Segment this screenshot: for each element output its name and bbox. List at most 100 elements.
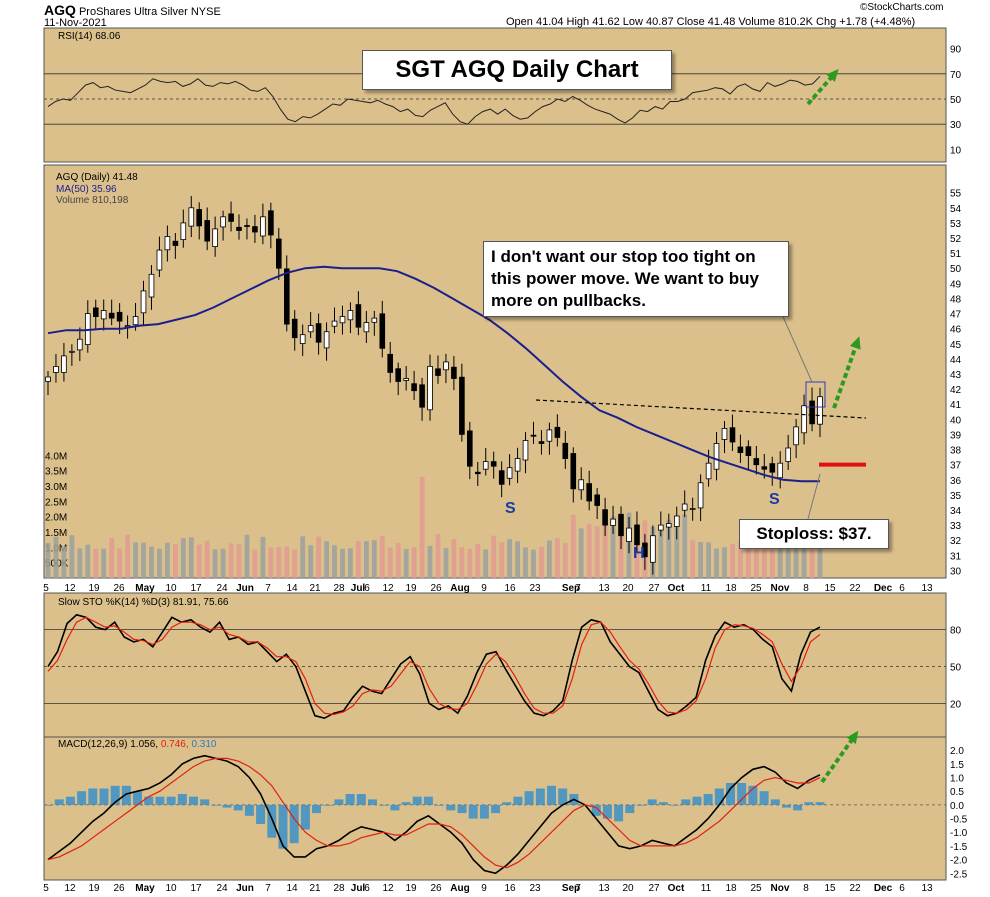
candle-body [124, 325, 131, 328]
candle-body [148, 273, 155, 298]
price-x-tick-label: 27 [648, 583, 660, 594]
volume-bar [817, 535, 823, 578]
macd-histogram-bar [312, 804, 321, 814]
macd-histogram-bar [356, 794, 366, 805]
candle-body [658, 524, 664, 531]
macd-tick-label: 0.0 [950, 801, 964, 812]
price-tick-label: 30 [950, 566, 962, 577]
candle-body [156, 249, 163, 271]
macd-x-tick-label: 14 [286, 883, 298, 894]
volume-bar [746, 536, 751, 578]
price-x-tick-label: 14 [286, 583, 298, 594]
macd-x-tick-label: 19 [405, 883, 417, 894]
macd-histogram-bar [233, 804, 243, 811]
price-x-tick-label: 6 [364, 583, 370, 594]
volume-bar [491, 535, 497, 578]
macd-x-tick-label: 13 [921, 883, 933, 894]
volume-bar [77, 548, 83, 578]
volume-bar [236, 544, 242, 578]
volume-bar [387, 547, 393, 578]
exchange: NYSE [190, 6, 221, 18]
candle-body [116, 311, 123, 322]
macd-arrow-shaft [820, 732, 858, 784]
volume-bar [610, 516, 616, 578]
macd-histogram-bar [759, 791, 769, 805]
volume-bar [348, 548, 353, 578]
candle-body [466, 430, 473, 467]
candle-body [801, 405, 807, 434]
macd-x-tick-label: 24 [216, 883, 228, 894]
macd-histogram-bar [435, 804, 445, 806]
candle-body [77, 338, 83, 351]
macd-x-tick-label: 27 [648, 883, 660, 894]
volume-bar [602, 525, 608, 578]
candle-body [705, 462, 712, 480]
rsi-line [47, 75, 821, 125]
macd-histogram-bar [737, 783, 747, 805]
candle-body [69, 350, 75, 353]
macd-histogram-bar [121, 785, 131, 805]
volume-bar [658, 528, 664, 578]
macd-histogram-bar [815, 802, 825, 805]
candle-body [594, 494, 600, 506]
volume-bar [101, 548, 107, 578]
volume-tick-label: 3.5M [45, 467, 67, 478]
candle-body [363, 322, 370, 333]
watermark: ©StockCharts.com [860, 2, 944, 13]
price-tick-label: 46 [950, 325, 962, 336]
macd-x-tick-label: 21 [309, 883, 321, 894]
candle-body [459, 376, 465, 435]
volume-bar [133, 542, 138, 578]
sto-panel [43, 592, 947, 738]
macd-x-tick-label: 28 [333, 883, 345, 894]
volume-bar [547, 540, 552, 578]
header-bar: AGQ ProShares Ultra Silver NYSE [44, 2, 221, 18]
macd-histogram-bar [714, 788, 724, 805]
sto-k-line [47, 613, 821, 720]
macd-histogram-bar [457, 804, 467, 814]
ma50-line [47, 265, 820, 483]
volume-bar [777, 547, 783, 578]
candle-body [697, 482, 704, 509]
macd-histogram-bar [289, 804, 299, 844]
price-arrow-shaft [832, 339, 860, 409]
macd-histogram-bar [726, 783, 735, 805]
volume-bar [698, 542, 703, 578]
volume-bar [618, 527, 624, 578]
volume-bar [411, 547, 417, 578]
price-tick-label: 54 [950, 204, 962, 215]
sto-tick-label: 80 [950, 626, 962, 637]
candle-body [283, 268, 290, 325]
candle-body [220, 216, 226, 228]
macd-histogram-bar [401, 802, 411, 805]
price-x-tick-label: 26 [430, 583, 442, 594]
candle-body [435, 368, 441, 376]
candle-body [244, 225, 250, 227]
macd-x-tick-label: 12 [382, 883, 394, 894]
candle-body [140, 290, 147, 314]
rsi-tick-label: 70 [950, 70, 962, 81]
volume-bar [451, 539, 457, 578]
price-x-tick-label: 7 [265, 583, 271, 594]
price-x-tick-label: 28 [333, 583, 345, 594]
macd-histogram-bar [99, 788, 109, 805]
volume-bar [379, 536, 385, 578]
candle-body [339, 316, 346, 324]
price-x-tick-label: 5 [43, 583, 49, 594]
candle-body [713, 443, 720, 470]
volume-bar [499, 542, 505, 578]
macd-histogram-bar [244, 804, 254, 816]
price-x-tick-label: 13 [598, 583, 610, 594]
volume-bar [332, 545, 337, 578]
price-x-tick-label: 7 [575, 583, 581, 594]
candle-body [570, 453, 577, 490]
candle-body [260, 216, 266, 237]
candle-body [212, 228, 218, 247]
macd-histogram-bar [267, 804, 277, 838]
macd-histogram-bar [166, 796, 176, 805]
price-x-tick-label: May [135, 583, 155, 594]
volume-tick-label: 2.5M [45, 497, 67, 508]
macd-histogram-bar [703, 794, 713, 805]
candle-body [188, 207, 195, 227]
volume-bar [188, 537, 194, 578]
